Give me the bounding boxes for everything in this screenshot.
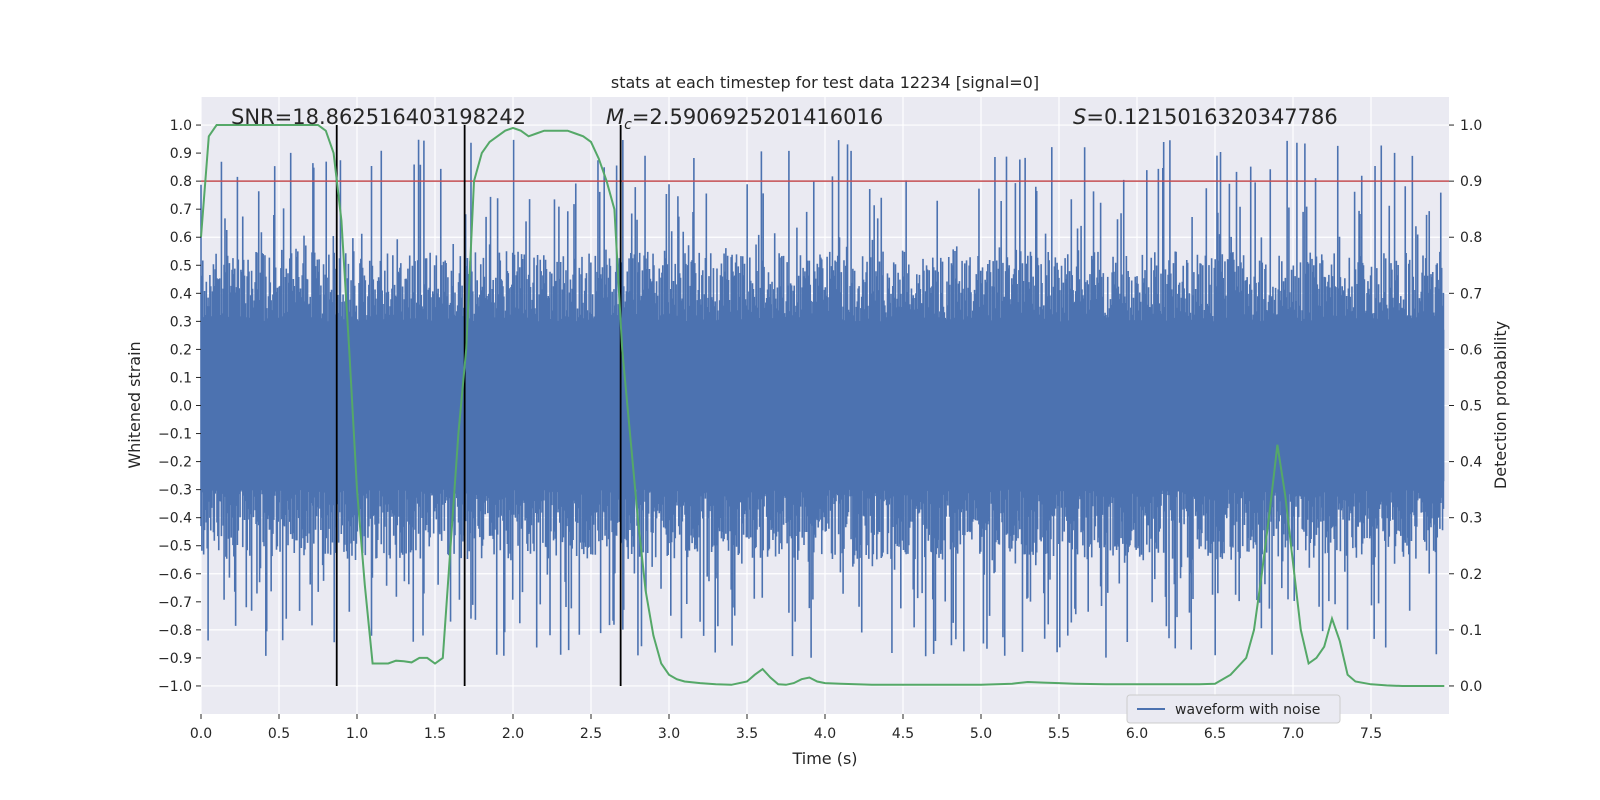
left-y-tick-label: 0.6 [170,230,192,246]
legend-box [1126,694,1341,724]
right-y-tick-label: 0.4 [1460,455,1482,471]
x-tick-label: 1.0 [346,726,368,742]
x-tick-label: 0.0 [190,726,212,742]
left-y-tick-label: 0.1 [170,370,192,386]
left-y-tick-label: 1.0 [170,118,192,134]
legend-label: waveform with noise [1175,702,1320,718]
left-y-tick-label: −0.3 [158,483,192,499]
left-y-tick-label: −0.7 [158,595,192,611]
waveform-line [200,139,1445,658]
s-value: =0.1215016320347786 [1086,105,1337,129]
x-tick-label: 4.0 [814,726,836,742]
x-tick-label: 6.0 [1126,726,1148,742]
right-y-tick-label: 0.8 [1460,230,1482,246]
right-y-tick-label: 0.0 [1460,679,1482,695]
left-y-tick-label: 0.3 [170,314,192,330]
left-y-tick-label: −0.1 [158,427,192,443]
waveform-series [200,139,1445,658]
right-y-tick-label: 0.5 [1460,399,1482,415]
x-tick-label: 6.5 [1204,726,1226,742]
right-y-tick-label: 1.0 [1460,118,1482,134]
left-y-tick-label: 0.4 [170,286,192,302]
x-tick-label: 0.5 [268,726,290,742]
left-y-tick-label: 0.0 [170,399,192,415]
x-tick-label: 2.0 [502,726,524,742]
left-y-axis-label: Whitened strain [125,341,144,468]
s-annotation: S=0.1215016320347786 [1073,105,1338,129]
right-y-tick-label: 0.3 [1460,511,1482,527]
chirp-mass-value: =2.5906925201416016 [632,105,883,129]
right-y-tick-label: 0.7 [1460,286,1482,302]
left-y-tick-label: −0.6 [158,567,192,583]
right-y-tick-label: 0.9 [1460,174,1482,190]
x-tick-label: 3.0 [658,726,680,742]
detection-probability-line [200,124,1445,687]
x-tick-label: 7.0 [1282,726,1304,742]
chart-title: stats at each timestep for test data 122… [611,73,1039,92]
right-y-axis-label: Detection probability [1491,321,1510,489]
x-tick-label: 5.5 [1048,726,1070,742]
right-y-tick-label: 0.1 [1460,623,1482,639]
left-y-tick-label: 0.9 [170,146,192,162]
x-tick-label: 7.5 [1360,726,1382,742]
chirp-mass-subscript: c [624,117,632,133]
legend: waveform with noise [1126,694,1341,724]
x-tick-label: 5.0 [970,726,992,742]
x-tick-label: 1.5 [424,726,446,742]
left-y-tick-label: 0.2 [170,342,192,358]
left-y-tick-label: 0.7 [170,202,192,218]
x-tick-label: 4.5 [892,726,914,742]
left-y-tick-label: −0.4 [158,511,192,527]
left-y-tick-label: −0.5 [158,539,192,555]
snr-annotation: SNR=18.862516403198242 [231,105,526,129]
left-y-tick-label: −1.0 [158,679,192,695]
left-y-tick-label: 0.5 [170,258,192,274]
chirp-mass-symbol: M [606,105,624,129]
chirp-mass-annotation: Mc=2.5906925201416016 [606,105,883,133]
s-symbol: S [1073,105,1086,129]
right-y-axis-ticks: 1.0 0.9 0.8 0.7 0.6 0.5 0.4 0.3 0.2 0.1 0.0 [1449,118,1482,695]
right-y-tick-label: 0.6 [1460,342,1482,358]
detection-markers [335,125,622,686]
x-tick-label: 2.5 [580,726,602,742]
left-y-tick-label: −0.9 [158,651,192,667]
left-y-axis-ticks: 1.0 0.9 0.8 0.7 0.6 0.5 0.4 0.3 0.2 0.1 0.0 −0.1 −0.… [158,118,201,695]
left-y-tick-label: 0.8 [170,174,192,190]
left-y-tick-label: −0.2 [158,455,192,471]
left-y-tick-label: −0.8 [158,623,192,639]
x-axis-ticks: 0.0 0.5 1.0 1.5 2.0 2.5 3.0 3.5 4.0 4.5 5.0 5.5 6.0 6… [190,714,1382,742]
right-y-tick-label: 0.2 [1460,567,1482,583]
x-axis-label: Time (s) [791,749,857,768]
x-tick-label: 3.5 [736,726,758,742]
